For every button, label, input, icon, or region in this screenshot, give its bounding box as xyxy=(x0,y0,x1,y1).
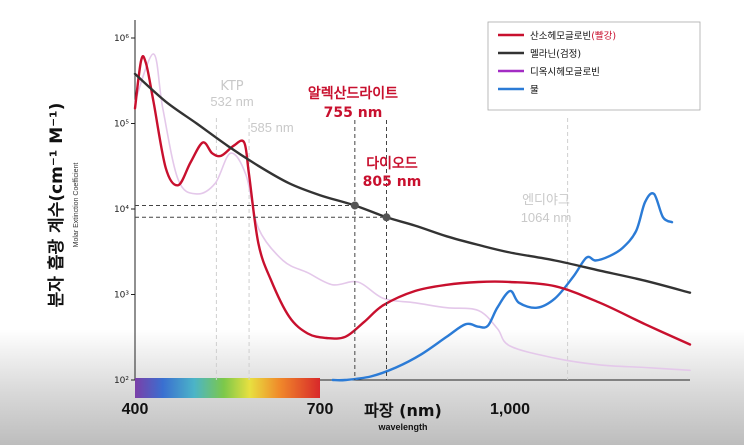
x-axis-subtitle: wavelength xyxy=(377,422,427,432)
y-axis-subtitle: Molar Extinction Coefficient xyxy=(73,163,80,248)
x-tick-label: 700 xyxy=(307,401,334,418)
y-ticks: 10² 10³ 10⁴ 10⁵ 10⁶ xyxy=(114,34,135,386)
legend-label: 산소헤모글로빈(빨강) xyxy=(530,30,616,42)
series-line-oxy xyxy=(133,54,692,346)
annotation-wavelength: 1064 nm xyxy=(521,210,572,225)
annotation-name: 알렉산드라이트 xyxy=(308,85,398,102)
legend-label-suffix: (빨강) xyxy=(591,31,616,42)
series-line-water xyxy=(331,192,674,382)
legend-label: 디옥시헤모글로빈 xyxy=(530,66,600,78)
visible-spectrum-bar xyxy=(135,378,320,398)
marker-point xyxy=(350,201,359,210)
annotation-name: 다이오드 xyxy=(366,155,418,172)
y-axis-label: 분자 흡광 계수(cm⁻¹ M⁻¹) Molar Extinction Coef… xyxy=(46,103,80,308)
y-axis-title: 분자 흡광 계수(cm⁻¹ M⁻¹) xyxy=(46,103,67,308)
y-tick-label: 10⁵ xyxy=(114,120,129,130)
y-tick-label: 10⁶ xyxy=(114,34,129,44)
marker-point xyxy=(382,213,391,222)
legend-box xyxy=(487,21,701,111)
annotation-wavelength: 755 nm xyxy=(324,105,383,121)
legend-label-suffix: (검정) xyxy=(556,48,581,60)
annotation-wavelength: 585 nm xyxy=(250,120,293,135)
wavelength-guides xyxy=(215,118,569,380)
markers-group xyxy=(135,120,391,380)
annotation-wavelength: 805 nm xyxy=(363,174,422,190)
y-tick-label: 10⁴ xyxy=(114,205,129,215)
x-axis-title: 파장 (nm) xyxy=(364,401,442,420)
x-tick-label: 1,000 xyxy=(490,401,530,418)
annotation-name: KTP xyxy=(220,79,243,94)
x-tick-label: 400 xyxy=(122,401,149,418)
annotation-wavelength: 532 nm xyxy=(210,94,253,109)
y-tick-label: 10² xyxy=(114,376,129,386)
y-tick-label: 10³ xyxy=(114,291,129,301)
legend-label: 물 xyxy=(530,85,539,96)
x-ticks: 400 700 1,000 xyxy=(122,401,530,418)
series-line-deoxy xyxy=(134,53,691,372)
legend-label: 멜라닌(검정) xyxy=(530,48,581,60)
annotation-name: 엔디야그 xyxy=(522,193,570,208)
